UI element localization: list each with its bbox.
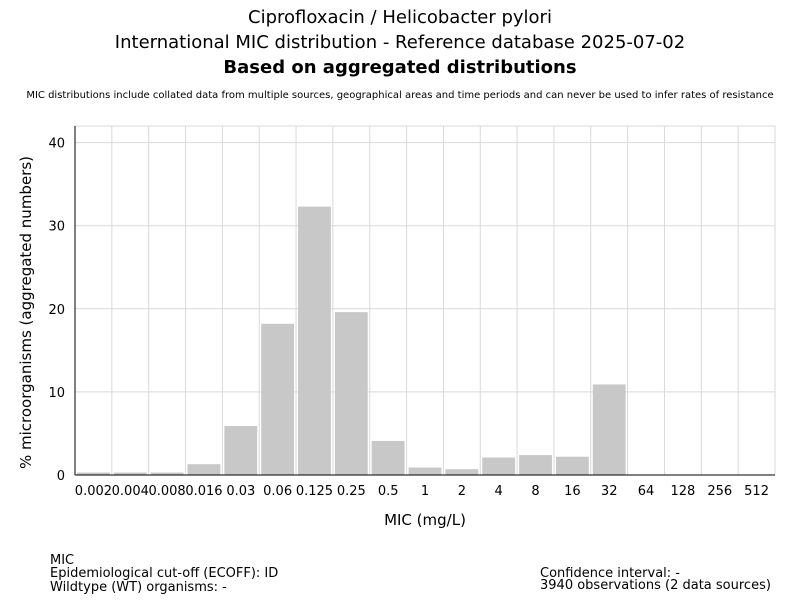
- y-tick-label: 0: [57, 469, 65, 484]
- bar-0.004: [113, 472, 147, 475]
- y-tick-label: 10: [48, 386, 65, 401]
- bar-0.008: [150, 472, 184, 475]
- bar-0.125: [298, 206, 331, 475]
- bar-1: [408, 467, 442, 475]
- bar-0.25: [334, 312, 368, 475]
- x-tick-label: 0.5: [378, 484, 399, 499]
- footer-mic-label: MIC: [50, 553, 75, 568]
- y-tick-label: 40: [48, 137, 65, 152]
- x-tick-label: 0.004: [112, 484, 149, 499]
- x-tick-label: 0.125: [296, 484, 333, 499]
- footer-ecoff: Epidemiological cut-off (ECOFF): ID: [50, 566, 279, 581]
- footer-confidence-interval: Confidence interval: -: [540, 566, 680, 581]
- x-tick-label: 512: [744, 484, 769, 499]
- footer-observations: 3940 observations (2 data sources): [540, 578, 771, 593]
- x-tick-label: 8: [531, 484, 539, 499]
- x-tick-label: 0.03: [226, 484, 255, 499]
- x-tick-label: 2: [458, 484, 466, 499]
- y-tick-label: 20: [48, 303, 65, 318]
- bar-2: [445, 469, 479, 475]
- x-tick-label: 0.25: [337, 484, 366, 499]
- plot-area: [74, 125, 776, 476]
- bar-32: [592, 384, 626, 475]
- bar-0.5: [371, 440, 405, 475]
- footer-wildtype: Wildtype (WT) organisms: -: [50, 580, 227, 595]
- chart-subtitle: International MIC distribution - Referen…: [114, 32, 686, 53]
- x-tick-label: 0.002: [75, 484, 112, 499]
- x-tick-label: 0.06: [263, 484, 292, 499]
- x-tick-label: 256: [707, 484, 732, 499]
- x-tick-label: 32: [601, 484, 618, 499]
- chart-title: Ciprofloxacin / Helicobacter pylori: [248, 7, 552, 28]
- x-tick-label: 0.008: [148, 484, 185, 499]
- chart-subtitle-bold: Based on aggregated distributions: [223, 57, 577, 78]
- bar-0.03: [224, 425, 258, 475]
- x-tick-label: 4: [495, 484, 503, 499]
- bar-16: [555, 456, 589, 475]
- y-tick-label: 30: [48, 220, 65, 235]
- bar-8: [519, 455, 552, 475]
- bar-0.016: [187, 464, 221, 475]
- y-axis-label: % microorganisms (aggregated numbers): [17, 156, 35, 469]
- x-tick-label: 0.016: [185, 484, 222, 499]
- x-tick-label: 16: [564, 484, 581, 499]
- x-axis-label: MIC (mg/L): [384, 511, 466, 529]
- bar-0.002: [77, 472, 110, 475]
- x-tick-label: 64: [638, 484, 655, 499]
- chart-note: MIC distributions include collated data …: [26, 90, 774, 101]
- x-tick-label: 128: [670, 484, 695, 499]
- bar-0.06: [261, 323, 295, 475]
- x-tick-label: 1: [421, 484, 429, 499]
- bar-4: [482, 457, 516, 475]
